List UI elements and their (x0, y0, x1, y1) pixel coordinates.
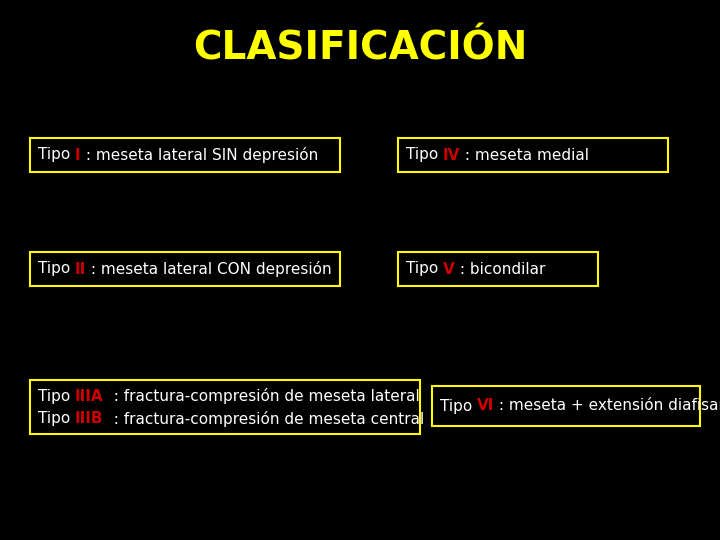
Text: : bicondilar: : bicondilar (455, 261, 545, 276)
Text: : fractura-compresión de meseta lateral: : fractura-compresión de meseta lateral (104, 388, 420, 404)
Text: Tipo: Tipo (440, 399, 477, 414)
Bar (398, 252, 598, 286)
Bar (30, 138, 340, 172)
Bar (30, 380, 420, 434)
Text: : meseta lateral SIN depresión: : meseta lateral SIN depresión (81, 147, 318, 163)
Text: Tipo: Tipo (406, 147, 443, 163)
Text: Tipo: Tipo (38, 389, 75, 404)
Text: Tipo: Tipo (38, 261, 75, 276)
Text: IIIB: IIIB (75, 411, 104, 427)
Text: : meseta + extensión diafisaria: : meseta + extensión diafisaria (495, 399, 720, 414)
Text: VI: VI (477, 399, 495, 414)
Bar (398, 138, 668, 172)
Text: IIIA: IIIA (75, 389, 104, 404)
Text: IV: IV (443, 147, 461, 163)
Text: Tipo: Tipo (406, 261, 443, 276)
Bar (432, 386, 700, 426)
Text: CLASIFICACIÓN: CLASIFICACIÓN (193, 29, 527, 67)
Text: Tipo: Tipo (38, 411, 75, 427)
Text: Tipo: Tipo (38, 147, 75, 163)
Text: : meseta lateral CON depresión: : meseta lateral CON depresión (86, 261, 332, 277)
Bar (30, 252, 340, 286)
Text: II: II (75, 261, 86, 276)
Text: : meseta medial: : meseta medial (461, 147, 590, 163)
Text: V: V (443, 261, 455, 276)
Text: : fractura-compresión de meseta central: : fractura-compresión de meseta central (104, 411, 424, 427)
Text: I: I (75, 147, 81, 163)
